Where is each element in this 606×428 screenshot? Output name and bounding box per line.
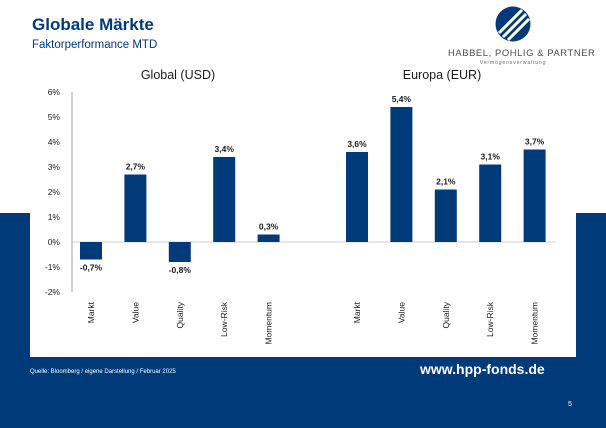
- category-label: Low-Risk: [219, 301, 229, 337]
- bar: [168, 242, 191, 262]
- category-label: Value: [130, 302, 140, 323]
- category-label: Momentum: [530, 302, 540, 345]
- data-label: 3,4%: [215, 144, 235, 154]
- y-tick-label: -1%: [45, 262, 61, 272]
- bar: [523, 149, 546, 242]
- page-title: Globale Märkte: [32, 15, 154, 34]
- page-subtitle: Faktorperformance MTD: [32, 39, 158, 51]
- bar: [80, 242, 102, 260]
- y-tick-label: 3%: [48, 162, 61, 172]
- source-note: Quelle: Bloomberg / eigene Darstellung /…: [30, 369, 176, 375]
- chart-group-title: Global (USD): [141, 68, 215, 82]
- data-label: 2,1%: [436, 177, 456, 187]
- factor-performance-chart: -2% -1% 0% 1% 2% 3% 4% 5% 6% Global (USD) -0,7% Mar…: [45, 68, 556, 345]
- hpp-logo-mark-icon: [495, 6, 531, 42]
- category-label: Quality: [175, 301, 185, 328]
- y-tick-label: 4%: [48, 137, 61, 147]
- logo-tagline: Vermögensverwaltung: [479, 60, 547, 66]
- bar: [479, 164, 502, 242]
- bar: [257, 234, 280, 242]
- data-label: -0,7%: [80, 263, 103, 273]
- y-tick-label: -2%: [45, 287, 61, 297]
- data-label: 3,6%: [347, 139, 367, 149]
- data-label: 5,4%: [392, 94, 412, 104]
- bar: [434, 189, 457, 242]
- y-tick-label: 0%: [48, 237, 61, 247]
- y-tick-label: 5%: [48, 112, 61, 122]
- category-label: Low-Risk: [485, 301, 495, 337]
- category-label: Markt: [352, 301, 362, 323]
- y-tick-label: 2%: [48, 187, 61, 197]
- bar: [390, 107, 413, 242]
- page-number: 5: [568, 401, 572, 408]
- bar: [124, 174, 147, 242]
- y-tick-label: 1%: [48, 212, 61, 222]
- category-label: Value: [396, 302, 406, 323]
- bar: [213, 157, 236, 242]
- data-label: 3,7%: [525, 137, 545, 147]
- website-link[interactable]: www.hpp-fonds.de: [420, 361, 545, 377]
- y-tick-label: 6%: [48, 87, 61, 97]
- data-label: 3,1%: [481, 152, 501, 162]
- chart-group-title: Europa (EUR): [403, 68, 482, 82]
- data-label: -0,8%: [169, 265, 192, 275]
- bar: [346, 152, 368, 242]
- category-label: Quality: [441, 301, 451, 328]
- category-label: Momentum: [264, 302, 274, 345]
- category-label: Markt: [86, 301, 96, 323]
- data-label: 0,3%: [259, 222, 279, 232]
- company-logo: HABBEL, POHLIG & PARTNER Vermögensverwal…: [448, 6, 596, 66]
- logo-company-name: HABBEL, POHLIG & PARTNER: [448, 47, 596, 58]
- data-label: 2,7%: [126, 162, 146, 172]
